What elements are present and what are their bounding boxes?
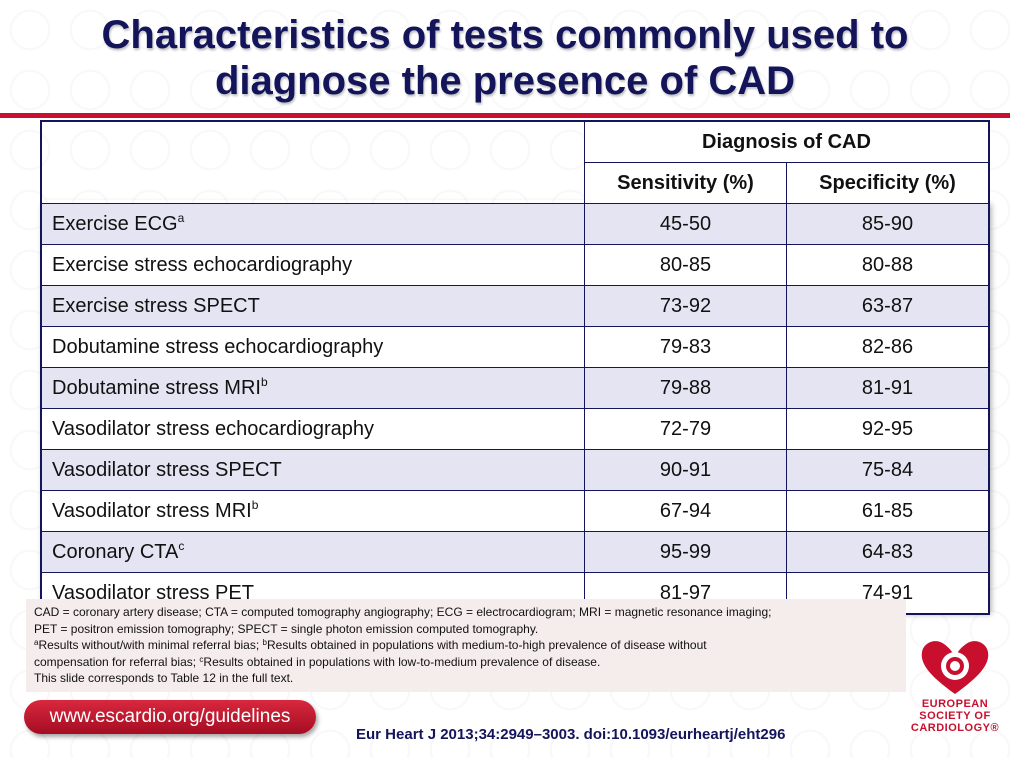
table-row: Vasodilator stress echocardiography 72-79… xyxy=(40,408,990,450)
sensitivity-cell: 67-94 xyxy=(584,490,787,532)
test-name: Dobutamine stress echocardiography xyxy=(52,335,384,358)
esc-logo-line: EUROPEAN xyxy=(921,698,989,710)
footnote-text: Results obtained in populations with low… xyxy=(203,654,601,669)
footnote-text: Results without/with minimal referral bi… xyxy=(38,638,263,652)
header-specificity: Specificity (%) xyxy=(786,162,990,204)
specificity-cell: 75-84 xyxy=(786,449,990,491)
footnote-line: This slide corresponds to Table 12 in th… xyxy=(34,671,294,685)
test-footnote-marker: b xyxy=(260,374,268,389)
specificity-cell: 81-91 xyxy=(786,367,990,409)
test-name: Exercise stress SPECT xyxy=(52,294,260,317)
test-name-cell: Exercise stress echocardiography xyxy=(40,244,585,286)
sensitivity-cell: 72-79 xyxy=(584,408,787,450)
table-row: Exercise stress echocardiography 80-85 80-… xyxy=(40,244,990,286)
header-diagnosis-of-cad: Diagnosis of CAD xyxy=(584,120,990,163)
sensitivity-cell: 95-99 xyxy=(584,531,787,573)
esc-logo-line: SOCIETY OF xyxy=(919,710,991,722)
guidelines-url-link[interactable]: www.escardio.org/guidelines xyxy=(24,700,316,734)
table-body: Exercise ECGa 45-50 85-90 Exercise stress e… xyxy=(40,203,990,615)
footnote-text: Results obtained in populations with med… xyxy=(266,638,707,652)
esc-logo-text: EUROPEAN SOCIETY OF CARDIOLOGY® xyxy=(900,698,1010,734)
test-name-cell: Exercise stress SPECT xyxy=(40,285,585,327)
citation-text: Eur Heart J 2013;34:2949–3003. doi:10.10… xyxy=(356,726,786,743)
test-name-cell: Exercise ECGa xyxy=(40,203,585,245)
specificity-cell: 82-86 xyxy=(786,326,990,368)
test-name: Vasodilator stress PET xyxy=(52,581,254,604)
specificity-cell: 61-85 xyxy=(786,490,990,532)
test-name: Dobutamine stress MRI xyxy=(52,376,261,399)
test-name: Exercise stress echocardiography xyxy=(52,253,353,276)
sensitivity-cell: 80-85 xyxy=(584,244,787,286)
sensitivity-cell: 73-92 xyxy=(584,285,787,327)
table-row: Exercise stress SPECT 73-92 63-87 xyxy=(40,285,990,327)
specificity-cell: 63-87 xyxy=(786,285,990,327)
specificity-cell: 85-90 xyxy=(786,203,990,245)
esc-logo-line: CARDIOLOGY® xyxy=(910,722,1000,734)
footnote-line: compensation for referral bias; cResults… xyxy=(34,654,898,671)
footnote-box: CAD = coronary artery disease; CTA = com… xyxy=(26,599,906,692)
header-blank-cell xyxy=(41,121,585,163)
title-divider xyxy=(0,113,1010,118)
test-name-cell: Dobutamine stress echocardiography xyxy=(40,326,585,368)
test-footnote-marker: a xyxy=(177,210,185,225)
footnote-sup: a xyxy=(34,638,39,647)
table-row: Dobutamine stress echocardiography 79-83 8… xyxy=(40,326,990,368)
table-row: Coronary CTAc 95-99 64-83 xyxy=(40,531,990,573)
table-row: Vasodilator stress SPECT 90-91 75-84 xyxy=(40,449,990,491)
footnote-line: PET = positron emission tomography; SPEC… xyxy=(34,621,539,636)
test-name-cell: Vasodilator stress echocardiography xyxy=(40,408,585,450)
test-footnote-marker: b xyxy=(251,497,259,512)
test-name: Exercise ECG xyxy=(52,212,178,235)
cad-test-table: Diagnosis of CAD Sensitivity (%) Specifi… xyxy=(40,120,990,615)
sensitivity-cell: 45-50 xyxy=(584,203,787,245)
footnote-line: CAD = coronary artery disease; CTA = com… xyxy=(34,605,772,619)
test-name: Vasodilator stress SPECT xyxy=(52,458,282,481)
footnote-text: compensation for referral bias; xyxy=(34,654,200,669)
footnote-sup: c xyxy=(199,654,204,664)
table-row: Exercise ECGa 45-50 85-90 xyxy=(40,203,990,245)
sensitivity-cell: 79-83 xyxy=(584,326,787,368)
table-row: Vasodilator stress MRIb 67-94 61-85 xyxy=(40,490,990,532)
test-name-cell: Dobutamine stress MRIb xyxy=(40,367,585,409)
slide-title: Characteristics of tests commonly used t… xyxy=(20,12,990,104)
test-name: Vasodilator stress echocardiography xyxy=(52,417,375,440)
footnote-line: aResults without/with minimal referral b… xyxy=(34,637,898,654)
sensitivity-cell: 90-91 xyxy=(584,449,787,491)
table-column-header-row: Sensitivity (%) Specificity (%) xyxy=(41,162,990,204)
test-footnote-marker: c xyxy=(178,538,185,553)
title-line-2: diagnose the presence of CAD xyxy=(214,59,796,103)
sensitivity-cell: 79-88 xyxy=(584,367,787,409)
specificity-cell: 80-88 xyxy=(786,244,990,286)
specificity-cell: 92-95 xyxy=(786,408,990,450)
header-blank-cell xyxy=(41,163,585,204)
test-name-cell: Vasodilator stress SPECT xyxy=(40,449,585,491)
header-sensitivity: Sensitivity (%) xyxy=(584,162,787,204)
test-name: Vasodilator stress MRI xyxy=(52,499,252,522)
footnote-sup: b xyxy=(262,638,267,647)
title-line-1: Characteristics of tests commonly used t… xyxy=(101,13,909,57)
test-name-cell: Coronary CTAc xyxy=(40,531,585,573)
specificity-cell: 64-83 xyxy=(786,531,990,573)
table-row: Dobutamine stress MRIb 79-88 81-91 xyxy=(40,367,990,409)
esc-heart-logo-icon xyxy=(921,641,989,694)
test-name: Coronary CTA xyxy=(52,540,179,563)
table-group-header-row: Diagnosis of CAD xyxy=(41,120,990,163)
test-name-cell: Vasodilator stress MRIb xyxy=(40,490,585,532)
